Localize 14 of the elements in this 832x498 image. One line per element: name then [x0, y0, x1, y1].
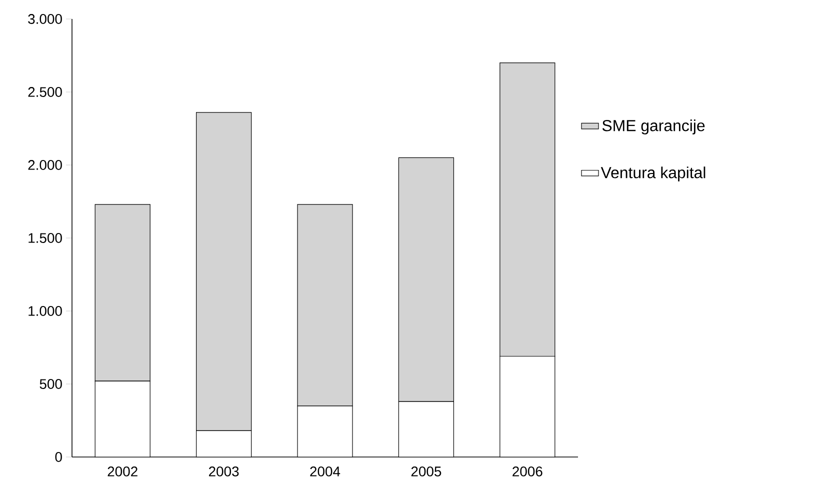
x-tick-label: 2006	[512, 466, 542, 476]
x-tick-label: 2004	[310, 466, 340, 476]
x-tick-label: 2002	[108, 466, 138, 476]
y-tick-label: 500	[40, 379, 62, 389]
legend-label: Ventura kapital	[600, 166, 706, 182]
y-tick-label: 1.000	[28, 306, 62, 316]
x-tick-label: 2003	[208, 466, 239, 476]
y-tick-label: 3.000	[28, 14, 62, 24]
y-tick-label: 2.500	[28, 87, 62, 97]
y-tick-label: 2.000	[28, 160, 62, 170]
x-tick-label: 2005	[411, 466, 442, 476]
y-tick-label: 1.500	[28, 233, 62, 243]
legend-label: SME garancije	[602, 120, 705, 134]
y-tick-label: 0	[55, 452, 62, 462]
